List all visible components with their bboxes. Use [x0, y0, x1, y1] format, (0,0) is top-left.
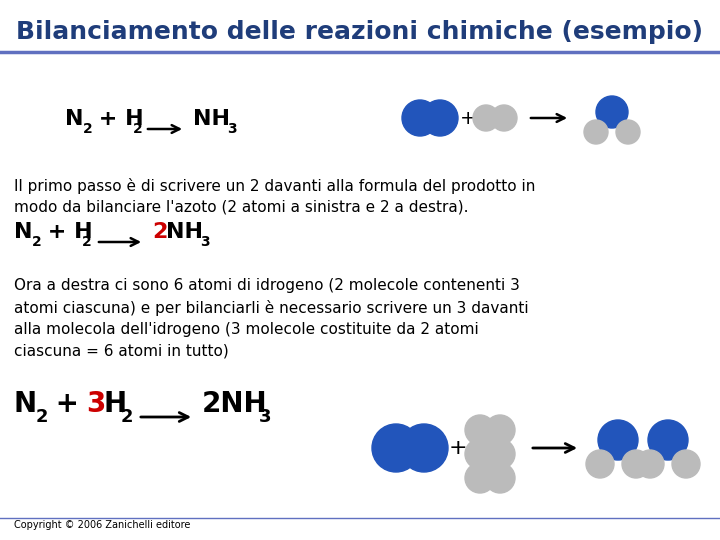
Circle shape [485, 463, 515, 493]
Text: 2: 2 [36, 408, 48, 426]
Circle shape [622, 450, 650, 478]
Text: 2: 2 [82, 235, 91, 249]
Text: N: N [14, 390, 37, 418]
Circle shape [400, 424, 448, 472]
Circle shape [485, 415, 515, 445]
Text: NH: NH [193, 109, 230, 129]
Circle shape [402, 100, 438, 136]
Circle shape [372, 424, 420, 472]
Text: 2: 2 [32, 235, 42, 249]
Text: alla molecola dell'idrogeno (3 molecole costituite da 2 atomi: alla molecola dell'idrogeno (3 molecole … [14, 322, 479, 337]
Text: 3: 3 [259, 408, 271, 426]
Circle shape [465, 439, 495, 469]
Text: + H: + H [40, 222, 93, 242]
Text: modo da bilanciare l'azoto (2 atomi a sinistra e 2 a destra).: modo da bilanciare l'azoto (2 atomi a si… [14, 200, 469, 215]
Text: H: H [104, 390, 127, 418]
Text: 3: 3 [86, 390, 105, 418]
Circle shape [586, 450, 614, 478]
Text: 2: 2 [133, 122, 143, 136]
Circle shape [465, 415, 495, 445]
Text: +: + [460, 109, 476, 127]
Circle shape [598, 420, 638, 460]
Text: Il primo passo è di scrivere un 2 davanti alla formula del prodotto in: Il primo passo è di scrivere un 2 davant… [14, 178, 536, 194]
Text: N: N [65, 109, 84, 129]
Text: 3: 3 [200, 235, 210, 249]
Circle shape [485, 439, 515, 469]
Text: ciascuna = 6 atomi in tutto): ciascuna = 6 atomi in tutto) [14, 344, 229, 359]
Text: 3: 3 [227, 122, 237, 136]
Circle shape [465, 463, 495, 493]
Text: Copyright © 2006 Zanichelli editore: Copyright © 2006 Zanichelli editore [14, 520, 190, 530]
Text: 2: 2 [152, 222, 167, 242]
Text: atomi ciascuna) e per bilanciarli è necessario scrivere un 3 davanti: atomi ciascuna) e per bilanciarli è nece… [14, 300, 528, 316]
Circle shape [584, 120, 608, 144]
Circle shape [473, 105, 499, 131]
Text: Bilanciamento delle reazioni chimiche (esempio): Bilanciamento delle reazioni chimiche (e… [17, 20, 703, 44]
Circle shape [648, 420, 688, 460]
Circle shape [616, 120, 640, 144]
Circle shape [672, 450, 700, 478]
Text: N: N [14, 222, 32, 242]
Circle shape [491, 105, 517, 131]
Text: 2: 2 [83, 122, 93, 136]
Circle shape [422, 100, 458, 136]
Text: Ora a destra ci sono 6 atomi di idrogeno (2 molecole contenenti 3: Ora a destra ci sono 6 atomi di idrogeno… [14, 278, 520, 293]
Text: 2: 2 [121, 408, 133, 426]
Circle shape [596, 96, 628, 128]
Text: NH: NH [166, 222, 203, 242]
Text: + H: + H [91, 109, 143, 129]
Circle shape [636, 450, 664, 478]
Text: 2NH: 2NH [202, 390, 268, 418]
Text: +: + [46, 390, 89, 418]
Text: +: + [449, 438, 467, 458]
